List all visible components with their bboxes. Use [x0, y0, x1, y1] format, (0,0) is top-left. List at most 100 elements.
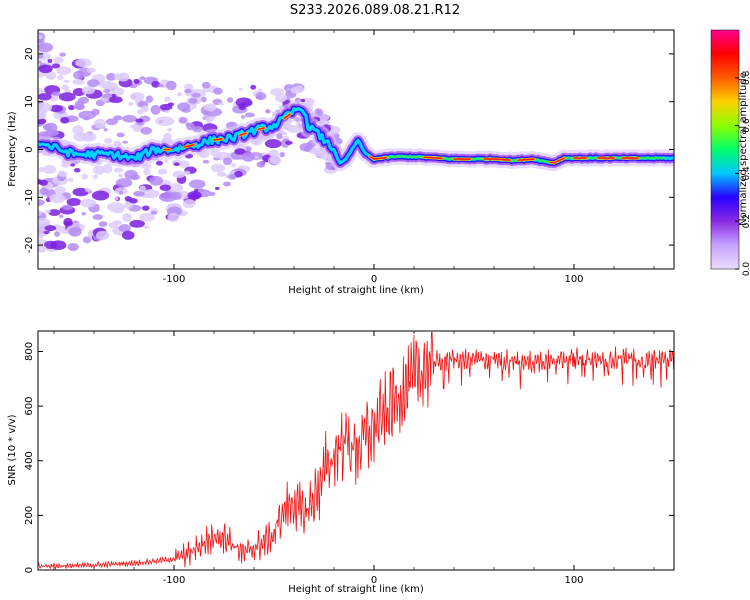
- noise-blob: [275, 93, 287, 103]
- colorbar-ticks: 0.0 0.2 0.4 0.6 0.8: [735, 70, 750, 276]
- noise-blob: [43, 164, 57, 174]
- noise-blob: [105, 118, 118, 126]
- noise-blob: [241, 151, 255, 162]
- spectrogram-xlabel: Height of straight line (km): [288, 285, 424, 296]
- noise-blob: [130, 92, 145, 102]
- noise-blob: [217, 171, 227, 177]
- noise-blob: [62, 204, 73, 211]
- ridge-hot-red: [369, 155, 387, 160]
- noise-blob: [39, 179, 49, 186]
- colorbar-tick-label: 0.0: [742, 262, 750, 277]
- ridge-hot-red: [423, 156, 443, 160]
- noise-blob: [157, 168, 168, 175]
- noise-blob: [141, 205, 150, 211]
- noise-blob: [150, 104, 161, 115]
- spectrogram-ytick-label: 10: [24, 95, 35, 108]
- noise-blob: [269, 154, 281, 165]
- spectrogram-xtick-label: 100: [564, 274, 583, 285]
- snr-series-line: [38, 331, 674, 570]
- noise-blob: [228, 174, 237, 180]
- noise-blob: [145, 95, 154, 103]
- noise-blob: [122, 213, 132, 222]
- ridge-hot-red: [239, 132, 247, 137]
- noise-blob: [51, 91, 62, 97]
- noise-blob: [324, 161, 331, 166]
- noise-blob: [93, 165, 105, 175]
- noise-blob: [183, 170, 191, 176]
- snr-plot-area: [38, 331, 674, 570]
- noise-blob: [118, 173, 123, 178]
- noise-blob: [81, 173, 88, 180]
- noise-blob: [299, 142, 313, 152]
- noise-blob: [116, 132, 125, 138]
- ridge-hot-red: [183, 143, 195, 148]
- spectrogram-ytick-label: 20: [24, 48, 35, 61]
- colorbar-gradient: [710, 29, 740, 270]
- noise-blob: [60, 116, 70, 124]
- noise-blob: [255, 95, 263, 100]
- noise-blob: [234, 148, 246, 155]
- noise-blob: [51, 63, 61, 69]
- noise-blob: [91, 108, 100, 116]
- noise-blob: [223, 181, 231, 187]
- noise-blob: [70, 163, 76, 167]
- noise-blob: [130, 174, 140, 181]
- noise-blob: [209, 150, 221, 157]
- noise-blob: [256, 161, 266, 168]
- noise-blob: [38, 235, 44, 239]
- noise-blob: [244, 112, 255, 118]
- noise-blob: [61, 163, 69, 168]
- noise-blob: [203, 103, 217, 112]
- noise-blob: [57, 74, 64, 81]
- noise-blob: [59, 52, 66, 57]
- noise-blob: [118, 224, 131, 232]
- noise-blob: [102, 163, 113, 174]
- noise-blob: [63, 220, 73, 227]
- noise-blob: [93, 118, 107, 129]
- spectrogram-xtick-label: -100: [163, 274, 186, 285]
- noise-blob: [58, 92, 76, 102]
- noise-blob: [113, 73, 124, 81]
- noise-blob: [38, 93, 52, 101]
- noise-blob: [56, 66, 72, 75]
- noise-blob: [54, 186, 66, 195]
- noise-blob: [184, 88, 192, 94]
- noise-blob: [139, 76, 146, 81]
- noise-blob: [103, 88, 111, 94]
- colorbar: 0.0 0.2 0.4 0.6 0.8 Normalized spectral ampl…: [710, 29, 750, 276]
- noise-blob: [53, 56, 64, 64]
- noise-blob: [135, 118, 144, 123]
- noise-blob: [149, 175, 163, 186]
- noise-blob: [47, 58, 53, 63]
- spectrogram-ytick-label: -10: [24, 189, 35, 205]
- noise-blob: [44, 225, 57, 232]
- noise-blob: [140, 126, 152, 135]
- noise-blob: [67, 242, 79, 251]
- noise-blob: [104, 138, 113, 144]
- noise-blob: [290, 87, 299, 94]
- noise-blob: [187, 191, 202, 200]
- spectrogram-xtick-label: 0: [371, 274, 377, 285]
- spectrogram-ytick-label: 0: [24, 146, 35, 152]
- noise-blob: [188, 97, 198, 104]
- noise-blob: [201, 81, 211, 89]
- noise-blob: [217, 102, 224, 106]
- noise-blob: [114, 196, 119, 201]
- noise-blob: [268, 149, 279, 157]
- noise-blob: [54, 231, 61, 237]
- noise-blob: [68, 226, 82, 237]
- noise-blob: [155, 160, 163, 166]
- noise-blob: [166, 183, 184, 193]
- noise-blob: [179, 117, 187, 124]
- noise-blob: [143, 168, 151, 176]
- noise-blob: [44, 122, 58, 133]
- noise-blob: [182, 199, 196, 209]
- noise-blob: [159, 184, 172, 191]
- snr-ytick-label: 400: [24, 451, 35, 470]
- noise-blob: [264, 139, 282, 149]
- noise-blob: [210, 163, 226, 173]
- noise-blob: [38, 42, 54, 53]
- noise-blob: [38, 64, 53, 74]
- noise-blob: [101, 97, 109, 102]
